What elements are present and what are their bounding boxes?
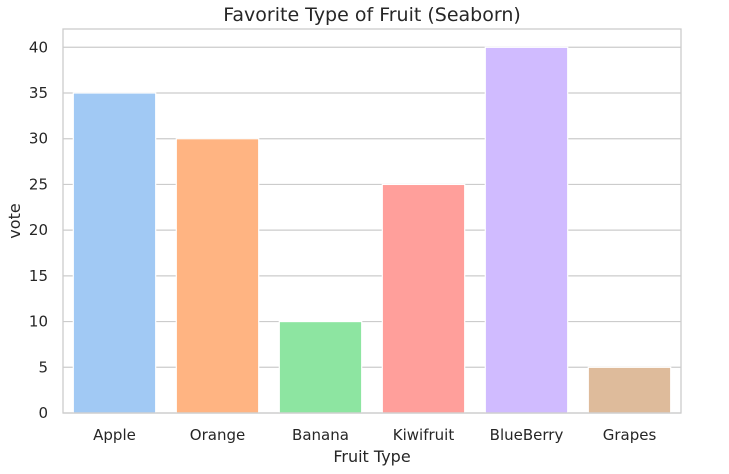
x-tick-label: Apple	[93, 426, 136, 444]
bar-banana	[278, 320, 363, 414]
y-tick-label: 10	[29, 313, 48, 331]
y-tick-label: 15	[29, 267, 48, 285]
y-tick-label: 20	[29, 221, 48, 239]
x-tick-label: Grapes	[603, 426, 657, 444]
y-tick-label: 35	[29, 84, 48, 102]
y-tick-label: 25	[29, 175, 48, 193]
bars	[72, 46, 672, 414]
bar-blueberry	[484, 46, 569, 414]
y-tick-label: 5	[38, 358, 48, 376]
y-tick-labels: 0 5 10 15 20 25 30 35 40	[29, 38, 48, 422]
chart-title: Favorite Type of Fruit (Seaborn)	[223, 4, 521, 26]
y-tick-label: 40	[29, 38, 48, 56]
y-axis-label: vote	[5, 203, 24, 238]
x-tick-label: Orange	[190, 426, 245, 444]
y-tick-label: 0	[38, 404, 48, 422]
plot-area-frame	[62, 28, 682, 414]
y-tick-label: 30	[29, 130, 48, 148]
bar-apple	[72, 92, 157, 414]
x-tick-label: Kiwifruit	[393, 426, 455, 444]
bar-orange	[175, 138, 260, 414]
x-tick-label: Banana	[292, 426, 349, 444]
x-tick-labels: Apple Orange Banana Kiwifruit BlueBerry Grape…	[93, 426, 656, 444]
x-tick-label: BlueBerry	[490, 426, 564, 444]
gridlines	[63, 46, 681, 414]
bar-grapes	[587, 366, 672, 414]
bar-kiwifruit	[381, 183, 466, 414]
x-axis-label: Fruit Type	[333, 447, 410, 466]
